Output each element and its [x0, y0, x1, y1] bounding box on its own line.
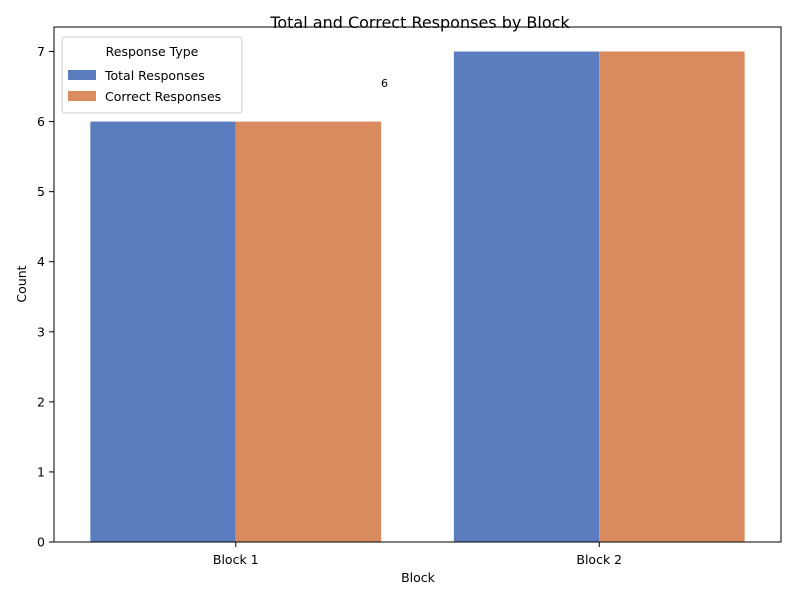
- legend-entry-label: Total Responses: [104, 68, 205, 83]
- legend-box: [61, 36, 243, 114]
- annotation-label: 6: [381, 77, 388, 90]
- y-axis: 0 1 2 3 4 5 6 7: [37, 44, 54, 550]
- y-tick-label: 4: [37, 254, 45, 269]
- x-tick-label: Block 2: [576, 552, 622, 567]
- legend: Response Type Total Responses Correct Resp…: [61, 36, 243, 114]
- bar-series1-category1: [599, 51, 745, 543]
- bar-series1-category0: [235, 121, 382, 543]
- legend-title: Response Type: [106, 44, 199, 59]
- x-tick-label: Block 1: [213, 552, 259, 567]
- annotations-layer: 6: [381, 77, 388, 90]
- bars-layer: [90, 51, 745, 543]
- x-axis: Block 1 Block 2: [213, 542, 622, 567]
- y-tick-label: 3: [37, 324, 45, 339]
- y-tick-label: 0: [37, 535, 45, 550]
- x-axis-label: Block: [401, 570, 436, 585]
- legend-swatch: [68, 70, 96, 80]
- y-tick-label: 7: [37, 44, 45, 59]
- bar-series0-category1: [453, 51, 600, 543]
- y-tick-label: 5: [37, 184, 45, 199]
- bar-series0-category0: [90, 121, 236, 543]
- legend-swatch: [68, 91, 96, 101]
- y-tick-label: 2: [37, 394, 45, 409]
- y-axis-label: Count: [14, 265, 29, 302]
- y-tick-label: 6: [37, 114, 45, 129]
- y-tick-label: 1: [37, 464, 45, 479]
- chart-title: Total and Correct Responses by Block: [269, 13, 570, 32]
- plot-frame: [53, 26, 782, 543]
- legend-entry-label: Correct Responses: [105, 89, 221, 104]
